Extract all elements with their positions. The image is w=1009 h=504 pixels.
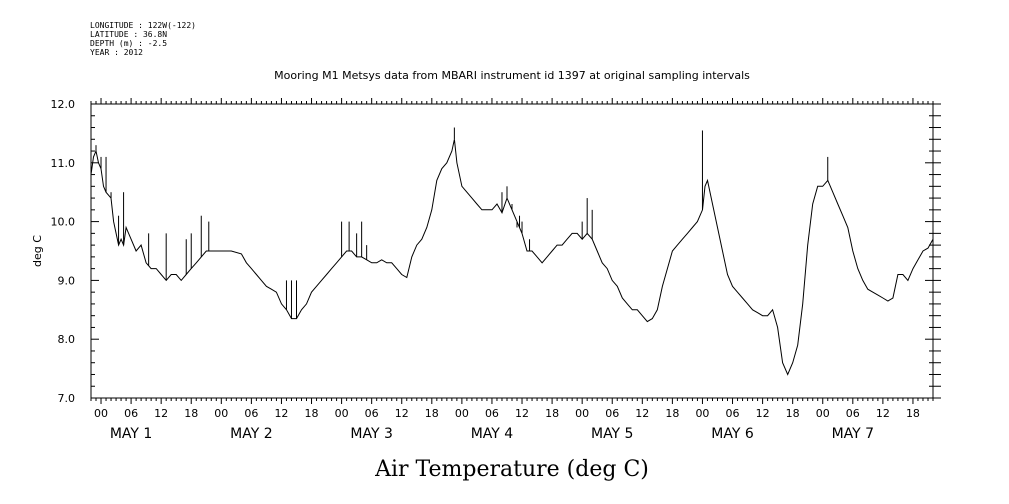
latitude-text: LATITUDE : 36.8N [90,30,168,39]
x-day-label: MAY 6 [711,426,754,442]
x-tick-label: 00 [575,407,589,420]
x-tick-label: 06 [124,407,138,420]
x-tick-label: 12 [756,407,770,420]
x-day-label: MAY 7 [832,426,874,442]
x-tick-label: 06 [485,407,499,420]
depth-text: DEPTH (m) : -2.5 [90,39,168,48]
x-tick-label: 06 [846,407,860,420]
x-tick-label: 12 [154,407,168,420]
x-tick-label: 00 [335,407,349,420]
plot-area [90,127,934,376]
x-day-label: MAY 3 [350,426,392,442]
y-tick-label: 9.0 [58,274,76,287]
y-tick-label: 10.0 [51,216,76,229]
x-tick-label: 00 [455,407,469,420]
series-line [90,139,934,376]
x-tick-label: 12 [876,407,890,420]
x-axis-label: Air Temperature (deg C) [374,457,649,482]
x-tick-label: 00 [816,407,830,420]
y-tick-label: 8.0 [58,333,76,346]
x-tick-label: 18 [305,407,319,420]
x-tick-label: 06 [244,407,258,420]
year-text: YEAR : 2012 [90,48,143,57]
y-tick-label: 12.0 [51,98,76,111]
x-tick-label: 18 [184,407,198,420]
y-tick-label: 11.0 [51,157,76,170]
x-tick-label: 18 [545,407,559,420]
x-day-label: MAY 4 [471,426,514,442]
y-tick-label: 7.0 [58,392,76,405]
x-tick-label: 18 [665,407,679,420]
x-tick-label: 00 [94,407,108,420]
x-tick-label: 18 [786,407,800,420]
x-tick-label: 12 [395,407,409,420]
x-tick-label: 00 [214,407,228,420]
x-tick-label: 06 [365,407,379,420]
x-day-label: MAY 5 [591,426,633,442]
x-tick-label: 12 [274,407,288,420]
x-day-label: MAY 2 [230,426,272,442]
x-tick-label: 18 [425,407,439,420]
x-tick-label: 12 [515,407,529,420]
longitude-text: LONGITUDE : 122W(-122) [90,21,196,30]
x-tick-label: 06 [605,407,619,420]
y-axis-label: deg C [31,235,44,267]
axes: 00 06 12 18 00 06 12 18 00 06 12 18 00 06 12 18 00 06 12 18… [51,98,941,442]
chart-title: Mooring M1 Metsys data from MBARI instru… [274,69,750,82]
metadata-header: LONGITUDE : 122W(-122) LATITUDE : 36.8N … [90,21,196,57]
x-tick-label: 06 [726,407,740,420]
x-tick-label: 00 [695,407,709,420]
x-day-label: MAY 1 [110,426,152,442]
x-tick-label: 12 [635,407,649,420]
x-tick-label: 18 [906,407,920,420]
